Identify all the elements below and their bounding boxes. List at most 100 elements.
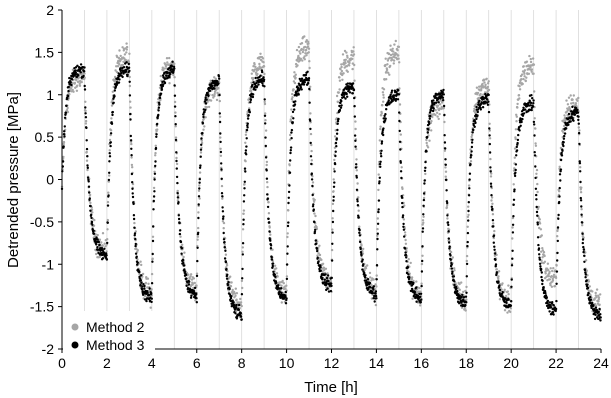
data-point [525,76,528,79]
data-point [424,160,427,164]
data-point [467,219,470,222]
data-point [62,142,65,146]
data-point [399,161,402,164]
data-point [479,108,482,111]
data-point [199,155,202,158]
y-axis-title: Detrended pressure [MPa] [5,92,22,268]
data-point [284,290,287,294]
data-point [122,66,126,69]
data-point [249,98,253,102]
data-point [275,267,278,270]
data-point [112,101,115,105]
data-point [490,194,493,197]
data-point [316,254,319,257]
data-point [555,270,559,273]
data-point [320,258,323,262]
data-point [95,236,98,239]
data-point [290,137,293,140]
data-point [476,108,480,111]
data-point [381,130,384,134]
data-point [574,106,578,110]
data-point [322,266,326,270]
data-point [451,272,454,275]
data-point [247,114,250,117]
data-point [466,215,470,219]
data-point [588,285,591,288]
data-point [399,133,402,136]
data-point [345,65,349,68]
data-point [147,282,150,285]
data-point [220,162,223,165]
data-point [243,187,246,190]
data-point [338,79,342,82]
data-point [581,238,585,241]
data-point [389,93,392,97]
data-point [503,288,506,291]
data-point [265,169,268,172]
data-point [424,172,427,176]
data-point [583,254,586,257]
data-point [92,232,96,235]
data-point [140,288,144,291]
data-point [469,148,472,151]
data-point [105,254,108,257]
data-point [197,211,200,214]
data-point [125,68,128,71]
data-point [209,99,213,102]
data-point [514,171,517,174]
data-point [555,299,558,303]
data-point [225,267,228,271]
data-point [331,242,334,245]
data-point [354,145,357,148]
data-point [161,74,165,77]
data-point [131,195,135,199]
data-point [552,313,555,316]
data-point [550,285,554,288]
data-point [162,83,165,86]
data-point [241,286,244,290]
data-point [334,154,337,158]
data-point [80,80,83,84]
data-point [310,149,313,153]
data-point [90,220,94,224]
data-point [245,153,248,156]
data-point [394,39,397,43]
data-point [578,162,582,165]
data-point [272,270,275,273]
data-point [556,251,559,255]
data-point [475,117,478,121]
data-point [152,208,155,211]
data-point [292,80,296,83]
y-tick-label: 0 [46,172,54,188]
data-point [109,144,112,148]
data-point [241,228,245,231]
data-point [93,218,96,222]
data-point [540,271,543,274]
data-point [87,180,90,183]
data-point [534,142,537,145]
data-point [313,212,316,215]
data-point [487,88,491,92]
data-point [111,113,114,117]
data-point [436,104,440,107]
data-point [225,264,229,267]
data-point [572,101,575,105]
data-point [563,134,566,138]
data-point [165,63,168,66]
data-point [576,108,579,112]
data-point [174,136,178,139]
data-point [513,188,516,191]
data-point [264,122,267,125]
data-point [282,282,285,285]
data-point [446,201,449,205]
data-point [151,252,154,256]
data-point [182,255,185,259]
data-point [325,276,329,280]
data-point [294,76,297,80]
data-point [351,57,354,61]
data-point [234,287,237,290]
data-point [380,114,383,117]
data-point [438,103,442,106]
data-point [539,265,542,268]
data-point [307,79,310,82]
